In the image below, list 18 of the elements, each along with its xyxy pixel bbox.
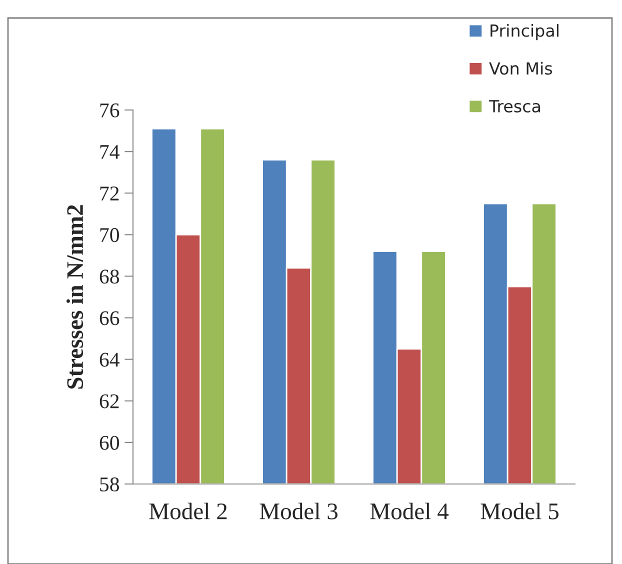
x-tick-label: Model 3 — [260, 502, 338, 520]
y-tick-label: 68 — [100, 270, 120, 284]
y-tick-label: 64 — [100, 352, 120, 367]
y-tick-label: 72 — [100, 186, 119, 200]
x-tick-label: Model 4 — [370, 502, 449, 520]
y-tick-label: 60 — [100, 436, 120, 450]
y-tick-label: 62 — [100, 394, 119, 408]
x-tick-label: Model 2 — [149, 502, 227, 520]
y-tick-label: 66 — [100, 311, 120, 326]
y-axis-title: Stresses in N/mm2 — [66, 205, 84, 389]
legend-label: Tresca — [488, 100, 540, 113]
y-tick-label: 58 — [100, 477, 120, 492]
y-tick-label: 74 — [100, 145, 120, 159]
y-tick-label: 76 — [100, 103, 120, 118]
legend-label: Von Mis — [489, 62, 552, 75]
x-tick-label: Model 5 — [480, 502, 559, 520]
legend-label: Principal — [490, 24, 558, 40]
y-tick-label: 70 — [100, 228, 120, 242]
